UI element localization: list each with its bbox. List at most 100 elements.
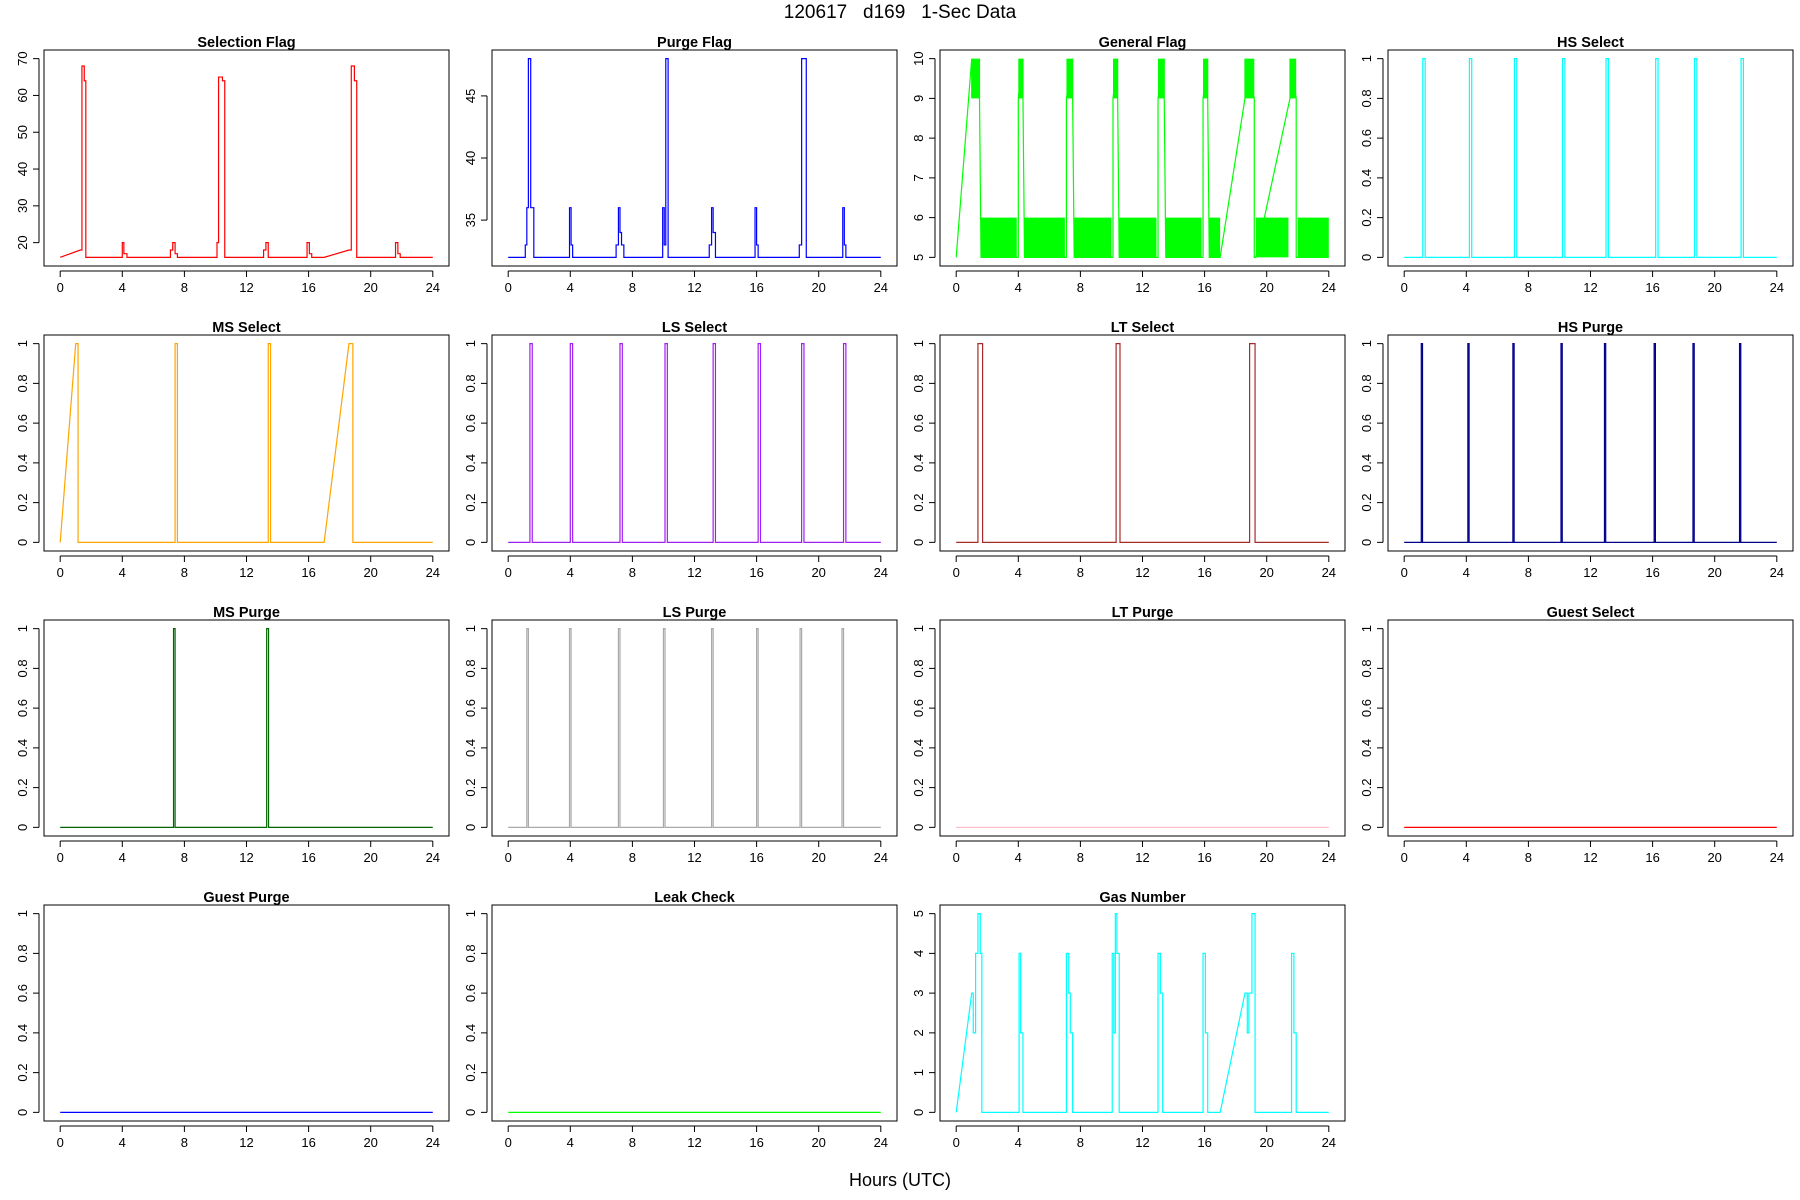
y-tick-label: 0.6 [463,984,478,1002]
y-tick-label: 0.6 [911,414,926,432]
panel-title: LT Purge [1112,605,1174,621]
y-tick-label: 1 [15,625,30,632]
series-line [955,913,1329,1113]
y-tick-label: 9 [911,95,926,102]
series-line [60,628,433,828]
x-axis: 0 4 8 12 16 20 24 [1401,555,1784,580]
x-tick-label: 20 [1707,565,1721,580]
x-tick-label: 4 [567,1135,574,1150]
x-tick-label: 4 [1015,280,1022,295]
x-axis: 0 4 8 12 16 20 24 [57,270,440,295]
x-tick-label: 8 [1077,280,1084,295]
x-tick-label: 0 [1401,565,1408,580]
y-axis: 0 0.2 0.4 0.6 0.8 1 [15,910,40,1116]
x-tick-label: 20 [1707,850,1721,865]
x-tick-label: 20 [1259,1135,1273,1150]
panel: HS Select 0 4 8 12 16 20 24 0 0.2 0.4 0.6 0.8 1 [1359,35,1794,295]
panel-title: LS Purge [663,605,727,621]
x-tick-label: 24 [1770,565,1784,580]
x-tick-label: 0 [57,565,64,580]
series-line [956,343,1329,543]
x-tick-label: 4 [119,280,126,295]
y-tick-label: 40 [15,162,30,176]
y-tick-label: 5 [911,910,926,917]
y-tick-label: 0.6 [15,699,30,717]
y-tick-label: 0 [463,539,478,546]
panel-title: HS Select [1557,35,1624,51]
plot-frame [939,49,1346,267]
y-tick-label: 0.8 [911,659,926,677]
filled-band [1119,217,1157,258]
y-tick-label: 0.4 [911,454,926,472]
x-tick-label: 20 [1259,850,1273,865]
x-tick-label: 4 [119,565,126,580]
x-tick-label: 12 [239,850,253,865]
y-tick-label: 0.2 [15,779,30,797]
x-tick-label: 12 [687,565,701,580]
y-tick-label: 0 [1359,824,1374,831]
x-tick-label: 0 [1401,280,1408,295]
x-tick-label: 8 [181,280,188,295]
x-tick-label: 8 [1525,280,1532,295]
x-axis: 0 4 8 12 16 20 24 [953,270,1336,295]
panel-title: General Flag [1099,35,1187,51]
y-tick-label: 0 [15,539,30,546]
x-tick-label: 16 [749,565,763,580]
y-tick-label: 1 [463,625,478,632]
x-tick-label: 20 [363,1135,377,1150]
x-tick-label: 4 [119,1135,126,1150]
x-tick-label: 8 [181,565,188,580]
x-tick-label: 24 [1322,565,1336,580]
y-tick-label: 0 [911,824,926,831]
x-tick-label: 4 [1015,565,1022,580]
y-tick-label: 0.8 [463,374,478,392]
y-tick-label: 0.8 [15,659,30,677]
y-axis: 35 40 45 [463,89,488,227]
x-tick-label: 4 [567,280,574,295]
y-tick-label: 0.4 [463,739,478,757]
filled-band [981,217,1017,258]
x-tick-label: 16 [1197,280,1211,295]
series-line [508,628,881,828]
y-axis: 0 0.2 0.4 0.6 0.8 1 [1359,55,1384,261]
x-tick-label: 16 [1645,565,1659,580]
x-axis: 0 4 8 12 16 20 24 [505,1125,888,1150]
x-tick-label: 16 [301,850,315,865]
x-tick-label: 20 [811,850,825,865]
y-tick-label: 70 [15,51,30,65]
y-tick-label: 0 [911,1109,926,1116]
x-tick-label: 24 [874,565,888,580]
x-tick-label: 24 [874,280,888,295]
x-tick-label: 8 [1525,850,1532,865]
x-axis: 0 4 8 12 16 20 24 [1401,270,1784,295]
x-tick-label: 12 [1135,280,1149,295]
panel: MS Select 0 4 8 12 16 20 24 0 0.2 0.4 0.6 0.8 1 [15,320,450,580]
x-tick-label: 4 [567,850,574,865]
panel-title: Guest Select [1547,605,1635,621]
y-tick-label: 0 [1359,539,1374,546]
y-tick-label: 1 [15,910,30,917]
y-tick-label: 8 [911,134,926,141]
x-tick-label: 0 [505,280,512,295]
x-tick-label: 8 [1077,850,1084,865]
y-tick-label: 1 [911,1069,926,1076]
panel: LT Select 0 4 8 12 16 20 24 0 0.2 0.4 0.6 0.8 1 [911,320,1346,580]
x-tick-label: 24 [1322,280,1336,295]
x-tick-label: 4 [1463,280,1470,295]
y-tick-label: 1 [1359,55,1374,62]
panel-title: MS Select [212,320,281,336]
y-tick-label: 0.4 [15,739,30,757]
x-tick-label: 0 [505,565,512,580]
x-tick-label: 20 [363,565,377,580]
x-tick-label: 12 [687,850,701,865]
y-tick-label: 0 [15,1109,30,1116]
y-tick-label: 0 [463,1109,478,1116]
x-tick-label: 16 [301,280,315,295]
y-axis: 0 0.2 0.4 0.6 0.8 1 [463,910,488,1116]
x-tick-label: 12 [687,1135,701,1150]
x-axis: 0 4 8 12 16 20 24 [953,555,1336,580]
filled-band [1024,217,1065,258]
y-tick-label: 50 [15,125,30,139]
